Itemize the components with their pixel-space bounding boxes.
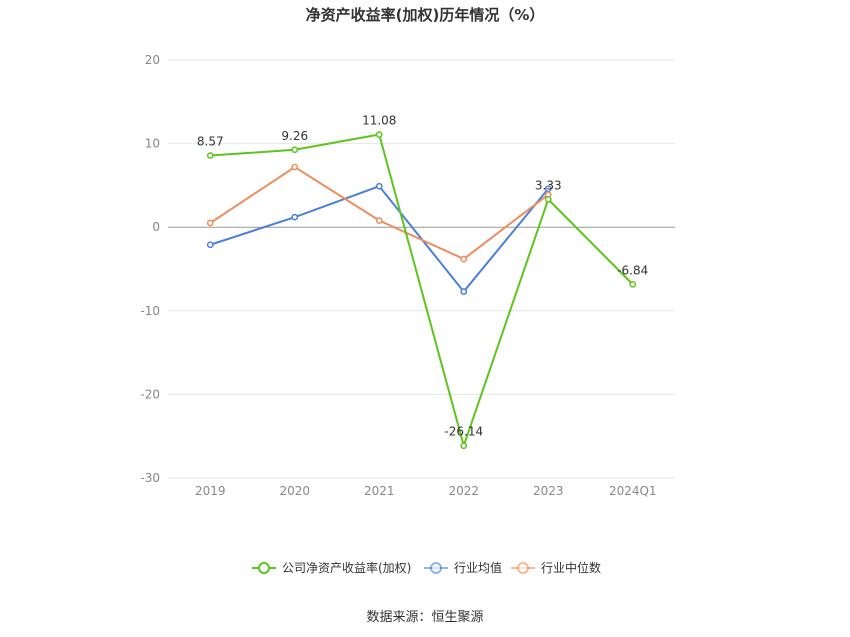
data-point	[375, 131, 383, 138]
x-tick-label: 2021	[364, 484, 395, 498]
data-point	[206, 152, 214, 159]
series-lines	[206, 131, 637, 450]
data-point	[291, 146, 299, 154]
legend-item[interactable]: 行业均值	[424, 560, 502, 575]
data-label: -6.84	[617, 263, 648, 277]
data-label: 9.26	[281, 129, 308, 143]
series-line	[210, 133, 634, 450]
data-point	[460, 442, 468, 450]
data-point	[291, 213, 299, 221]
data-point	[375, 217, 383, 224]
data-point	[460, 288, 468, 295]
data-point	[544, 196, 552, 203]
grid-lines	[168, 59, 675, 479]
data-point	[206, 219, 214, 227]
x-tick-label: 2020	[279, 484, 310, 498]
x-axis: 2019 2020 2021 2022 2023 2024Q1	[195, 484, 657, 498]
y-axis: 20 10 0 -10 -20 -30	[140, 53, 160, 485]
y-tick-label: 20	[145, 53, 160, 67]
x-tick-label: 2019	[195, 484, 226, 498]
data-label: 11.08	[362, 114, 396, 128]
data-label: 8.57	[197, 135, 224, 149]
x-tick-label: 2023	[533, 484, 564, 498]
chart-title: 净资产收益率(加权)历年情况（%）	[306, 6, 545, 24]
source-note: 数据来源：恒生聚源	[366, 610, 483, 625]
legend-marker	[258, 562, 270, 574]
legend-marker	[517, 562, 529, 574]
data-point	[375, 182, 383, 190]
legend-marker	[430, 562, 442, 574]
legend[interactable]: 公司净资产收益率(加权) 行业均值 行业中位数	[252, 560, 601, 575]
data-point	[629, 281, 637, 288]
data-label: 3.33	[535, 178, 562, 192]
data-labels: 8.57 9.26 11.08 -26.14 3.33 -6.84	[197, 114, 648, 439]
y-tick-label: -10	[140, 304, 160, 318]
data-point	[291, 163, 299, 171]
legend-label: 行业中位数	[541, 560, 601, 575]
y-tick-label: 10	[145, 137, 160, 151]
legend-label: 行业均值	[454, 560, 502, 575]
x-tick-label: 2024Q1	[609, 484, 657, 498]
series-line	[209, 185, 550, 294]
x-tick-label: 2022	[448, 484, 479, 498]
series-line	[209, 165, 549, 261]
y-tick-label: -30	[140, 471, 160, 485]
data-point	[460, 255, 468, 263]
legend-label: 公司净资产收益率(加权)	[282, 560, 411, 575]
legend-item[interactable]: 公司净资产收益率(加权)	[252, 560, 411, 575]
data-label: -26.14	[444, 425, 483, 439]
y-tick-label: -20	[140, 387, 160, 401]
legend-item[interactable]: 行业中位数	[511, 560, 601, 575]
data-point	[206, 241, 214, 249]
y-tick-label: 0	[152, 220, 160, 234]
